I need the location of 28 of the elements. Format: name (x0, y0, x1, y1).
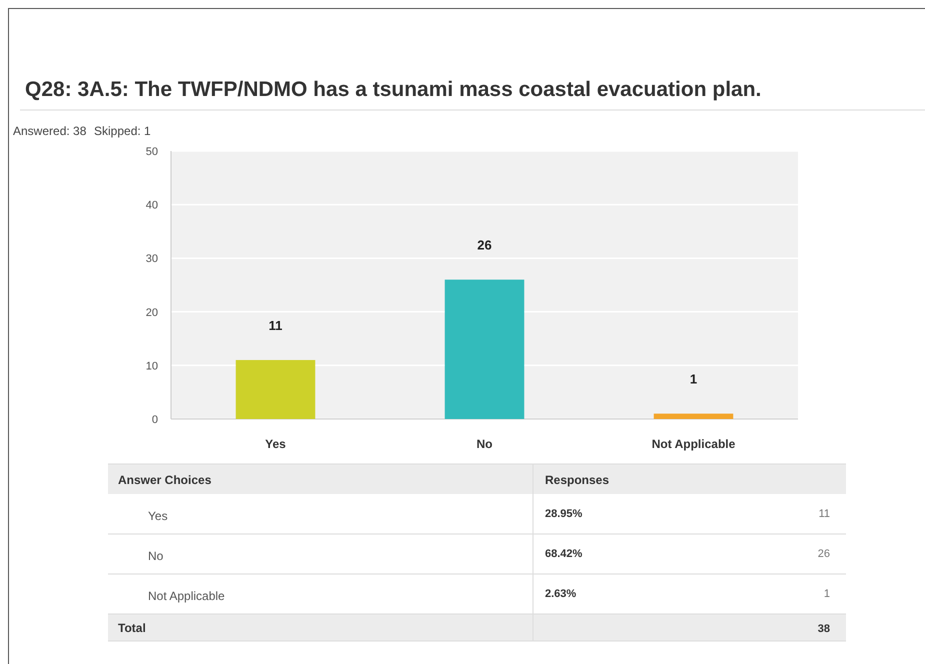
y-tick-label: 40 (146, 200, 158, 212)
y-tick-label: 10 (146, 360, 158, 372)
text: 28.95% (545, 508, 583, 520)
data-label: 26 (477, 238, 492, 253)
x-tick-label: Not Applicable (652, 437, 736, 451)
text: 1 (824, 588, 830, 600)
category-label: Yes (148, 509, 168, 523)
text: 38 (818, 623, 830, 635)
text: 2.63% (545, 588, 576, 600)
chart-title: Q28: 3A.5: The TWFP/NDMO has a tsunami mass coastal evacuation plan. (25, 78, 762, 101)
x-tick-label: No (476, 437, 492, 451)
text: Skipped: 1 (94, 124, 152, 138)
data-label: 11 (268, 318, 282, 334)
category-label: No (148, 549, 164, 563)
text: 11 (818, 508, 830, 520)
y-tick-label: 30 (146, 253, 158, 266)
text: Total (118, 621, 146, 635)
x-tick-label: Yes (265, 437, 286, 451)
text: Responses (545, 473, 610, 487)
y-tick-label: 20 (146, 306, 158, 319)
text: Answered: 38 (13, 124, 87, 138)
text: 68.42% (545, 548, 583, 560)
category-label: Not Applicable (148, 589, 225, 603)
y-tick-label: 0 (152, 414, 158, 426)
data-label: 1 (690, 372, 698, 387)
text: 26 (818, 548, 830, 560)
text: Answer Choices (118, 473, 212, 487)
y-tick-label: 50 (146, 146, 158, 158)
